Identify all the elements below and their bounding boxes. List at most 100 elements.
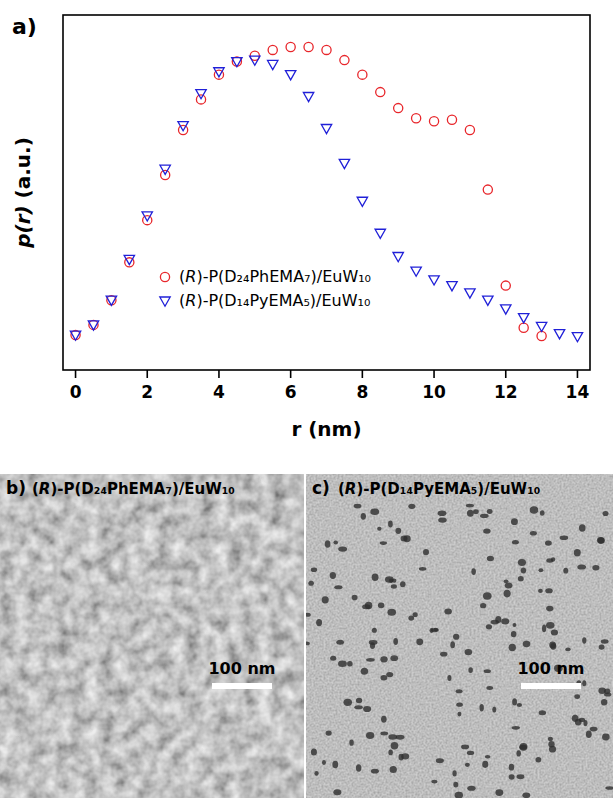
particle — [423, 549, 429, 555]
particle — [579, 524, 586, 531]
particle — [545, 540, 552, 545]
data-area — [70, 42, 582, 341]
particle — [314, 771, 318, 776]
particle — [467, 751, 475, 755]
data-point — [160, 165, 170, 174]
particle — [518, 576, 524, 581]
particle — [482, 761, 488, 768]
particle — [546, 622, 555, 629]
particle — [456, 689, 463, 693]
particle — [393, 638, 398, 645]
plot-frame — [63, 15, 590, 370]
particle — [599, 644, 605, 649]
data-point — [304, 42, 313, 51]
particle — [330, 572, 336, 579]
data-point — [339, 159, 349, 168]
data-point — [268, 45, 277, 54]
particle — [521, 567, 526, 573]
panel-letter: b) — [6, 478, 26, 498]
particle — [549, 746, 556, 753]
scale-bar-label: 100 nm — [208, 659, 275, 678]
particle — [592, 565, 599, 571]
data-point — [358, 70, 367, 79]
particle — [447, 675, 451, 681]
particle — [453, 782, 458, 788]
scale-bar — [212, 683, 272, 689]
particle — [354, 705, 362, 709]
data-point — [447, 282, 457, 291]
legend-marker — [160, 272, 169, 281]
particle — [372, 628, 377, 633]
particle — [396, 735, 405, 740]
data-point — [286, 42, 295, 51]
particle — [538, 568, 543, 572]
data-point — [394, 104, 403, 113]
particle — [391, 584, 397, 588]
particle — [504, 590, 511, 598]
particle — [440, 652, 447, 657]
data-point — [232, 58, 242, 67]
particle — [431, 780, 437, 784]
particle — [380, 675, 387, 681]
data-point — [106, 296, 116, 305]
data-point — [554, 330, 564, 339]
particle — [387, 609, 396, 616]
x-tick-label: 10 — [422, 382, 446, 402]
particle — [371, 769, 379, 774]
particle — [550, 643, 556, 650]
particle — [560, 536, 569, 541]
particle — [343, 699, 352, 706]
particle — [452, 770, 456, 776]
particle — [453, 634, 459, 640]
particle — [483, 592, 492, 599]
particle — [501, 618, 509, 624]
legend-label: (R)-P(D₁₄PyEMA₅)/EuW₁₀ — [179, 291, 370, 310]
x-tick-label: 6 — [285, 382, 297, 402]
particle — [551, 557, 555, 562]
particle — [361, 668, 368, 675]
particle — [465, 649, 473, 655]
particle — [598, 537, 605, 543]
particle — [530, 531, 537, 536]
particle — [512, 623, 516, 627]
particle — [380, 656, 387, 662]
data-point — [375, 229, 385, 238]
data-point — [89, 320, 98, 329]
data-point — [536, 322, 546, 331]
particle — [602, 734, 610, 741]
particle — [438, 517, 447, 522]
particle — [545, 588, 553, 593]
particle — [377, 527, 381, 531]
particle — [511, 518, 518, 525]
particle — [565, 648, 571, 652]
x-tick — [75, 370, 77, 378]
particle — [365, 602, 373, 609]
data-point — [357, 197, 367, 206]
data-point — [376, 88, 385, 97]
image-texture — [306, 474, 613, 798]
particle — [333, 789, 341, 795]
particle — [574, 694, 580, 699]
data-point — [70, 331, 80, 340]
particle — [486, 624, 492, 629]
particle — [456, 703, 463, 707]
particle — [385, 576, 394, 582]
particle — [540, 510, 545, 516]
data-point — [321, 124, 331, 133]
particle — [436, 758, 444, 763]
particle — [370, 642, 375, 649]
particle — [450, 641, 455, 648]
particle — [603, 511, 609, 516]
particle — [597, 537, 604, 544]
micrograph — [306, 474, 613, 798]
series — [71, 42, 546, 340]
data-point — [447, 115, 456, 124]
particle — [401, 753, 409, 759]
particle — [517, 703, 522, 707]
particle — [563, 568, 568, 574]
x-tick — [577, 370, 579, 378]
particle — [548, 737, 553, 741]
scale-bar-label: 100 nm — [517, 659, 584, 678]
particle — [519, 743, 527, 751]
particle — [330, 656, 336, 661]
